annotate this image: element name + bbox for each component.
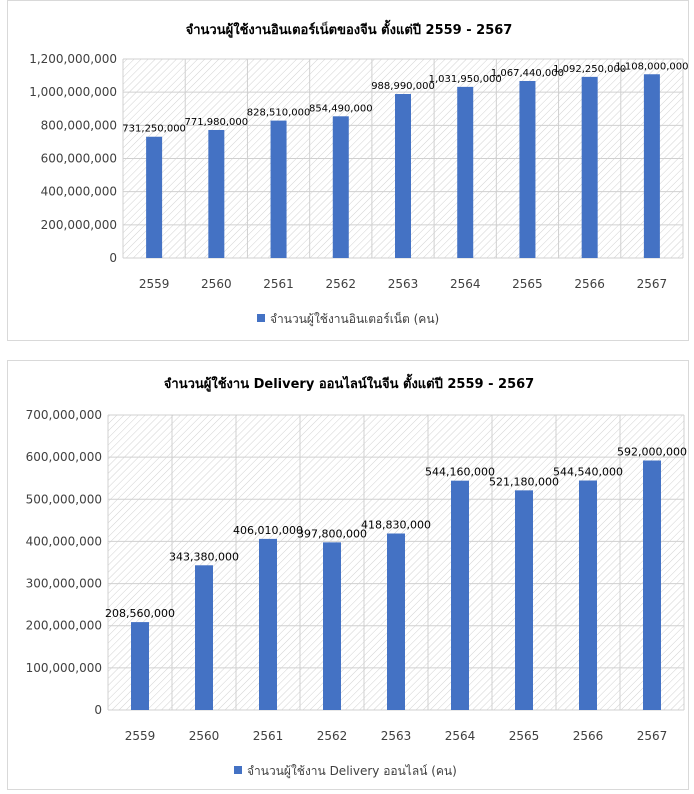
data-label: 771,980,000 [185, 117, 249, 128]
bar [332, 116, 349, 258]
legend-label: จำนวนผู้ใช้งานอินเตอร์เน็ต (คน) [270, 311, 439, 327]
delivery-users-chart: จำนวนผู้ใช้งาน Delivery ออนไลน์ในจีน ตั้… [7, 360, 689, 790]
data-label: 544,160,000 [425, 466, 495, 479]
data-label: 1,031,950,000 [429, 74, 502, 85]
x-tick-label: 2564 [450, 277, 481, 291]
data-label: 208,560,000 [105, 607, 175, 620]
legend-swatch [257, 314, 265, 322]
y-tick-label: 100,000,000 [26, 661, 102, 675]
y-tick-label: 700,000,000 [26, 408, 102, 422]
data-label: 1,108,000,000 [615, 61, 688, 72]
data-label: 731,250,000 [122, 124, 186, 135]
data-label: 1,067,440,000 [491, 68, 564, 79]
y-tick-label: 0 [109, 251, 117, 265]
x-tick-label: 2567 [637, 729, 668, 743]
y-tick-label: 200,000,000 [26, 619, 102, 633]
delivery-users-chart-svg: จำนวนผู้ใช้งาน Delivery ออนไลน์ในจีน ตั้… [26, 373, 687, 779]
bar [643, 460, 661, 710]
x-tick-label: 2563 [388, 277, 419, 291]
x-tick-label: 2566 [573, 729, 604, 743]
internet-users-chart: จำนวนผู้ใช้งานอินเตอร์เน็ตของจีน ตั้งแต่… [7, 0, 689, 341]
bar [581, 76, 598, 259]
legend: จำนวนผู้ใช้งานอินเตอร์เน็ต (คน) [257, 311, 439, 327]
bar [457, 86, 474, 259]
legend-swatch [234, 766, 242, 774]
bar [451, 480, 469, 710]
internet-users-chart-svg: จำนวนผู้ใช้งานอินเตอร์เน็ตของจีน ตั้งแต่… [29, 19, 688, 327]
data-label: 544,540,000 [553, 466, 623, 479]
bar [195, 565, 213, 710]
x-tick-label: 2566 [574, 277, 605, 291]
chart-title: จำนวนผู้ใช้งานอินเตอร์เน็ตของจีน ตั้งแต่… [186, 19, 513, 38]
data-label: 592,000,000 [617, 446, 687, 459]
x-tick-label: 2560 [201, 277, 232, 291]
bar [579, 480, 597, 710]
y-tick-label: 800,000,000 [41, 118, 117, 132]
x-tick-label: 2564 [445, 729, 476, 743]
x-tick-label: 2565 [512, 277, 543, 291]
x-tick-label: 2565 [509, 729, 540, 743]
legend-label: จำนวนผู้ใช้งาน Delivery ออนไลน์ (คน) [247, 764, 457, 779]
data-label: 988,990,000 [371, 81, 435, 92]
data-label: 397,800,000 [297, 527, 367, 540]
x-tick-label: 2563 [381, 729, 412, 743]
y-tick-label: 0 [94, 703, 102, 717]
chart-title: จำนวนผู้ใช้งาน Delivery ออนไลน์ในจีน ตั้… [164, 373, 534, 392]
y-tick-label: 600,000,000 [41, 152, 117, 166]
y-tick-label: 600,000,000 [26, 450, 102, 464]
bar [395, 93, 411, 258]
bar [259, 538, 277, 710]
x-tick-label: 2559 [125, 729, 156, 743]
x-tick-label: 2567 [637, 277, 668, 291]
bar [643, 74, 660, 258]
y-tick-label: 1,200,000,000 [29, 52, 117, 66]
bar [146, 136, 163, 258]
y-tick-label: 1,000,000,000 [29, 85, 117, 99]
data-label: 1,092,250,000 [553, 64, 626, 75]
bar [519, 80, 536, 258]
bar [131, 622, 149, 710]
legend: จำนวนผู้ใช้งาน Delivery ออนไลน์ (คน) [234, 764, 457, 779]
x-tick-label: 2559 [139, 277, 170, 291]
x-tick-label: 2562 [317, 729, 348, 743]
y-tick-label: 200,000,000 [41, 218, 117, 232]
x-tick-label: 2561 [263, 277, 294, 291]
bar [515, 490, 533, 710]
data-label: 854,490,000 [309, 103, 373, 114]
bar [387, 533, 405, 710]
bar [208, 129, 225, 258]
data-label: 828,510,000 [247, 108, 311, 119]
x-tick-label: 2560 [189, 729, 220, 743]
y-tick-label: 400,000,000 [41, 185, 117, 199]
y-tick-label: 300,000,000 [26, 577, 102, 591]
bar [270, 120, 287, 258]
bar [323, 542, 341, 710]
x-tick-label: 2562 [326, 277, 357, 291]
data-label: 521,180,000 [489, 475, 559, 488]
data-label: 418,830,000 [361, 518, 431, 531]
data-label: 343,380,000 [169, 550, 239, 563]
y-tick-label: 400,000,000 [26, 534, 102, 548]
data-label: 406,010,000 [233, 524, 303, 537]
x-tick-label: 2561 [253, 729, 284, 743]
y-tick-label: 500,000,000 [26, 492, 102, 506]
